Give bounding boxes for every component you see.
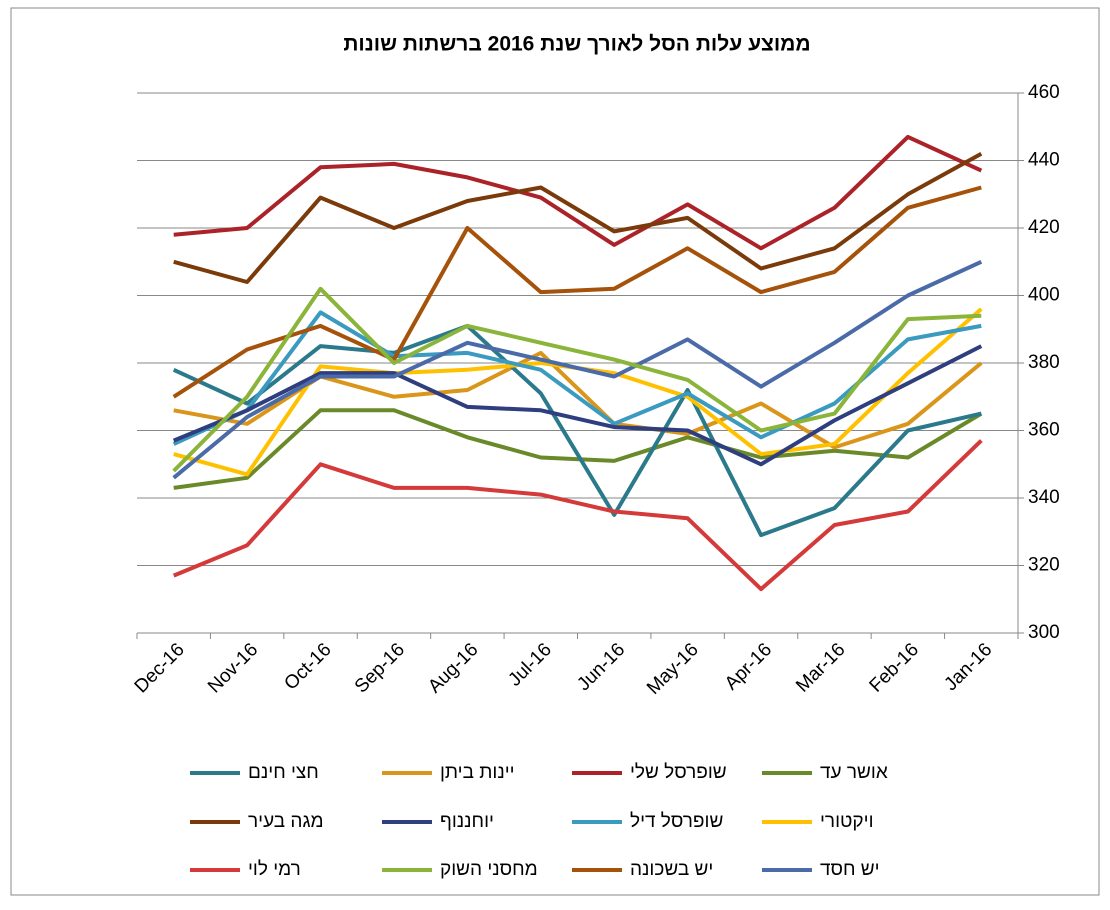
series-line (172, 259, 983, 480)
legend-label: יש חסד (820, 859, 880, 880)
legend-label: רמי לוי (248, 859, 301, 880)
legend-label: שופרסל דיל (630, 811, 723, 832)
y-tick-label: 340 (1028, 487, 1060, 508)
y-tick-label: 320 (1028, 555, 1060, 576)
legend-label: חצי חינם (248, 762, 319, 783)
legend-label: שופרסל שלי (630, 762, 727, 783)
y-tick-label: 440 (1028, 150, 1060, 171)
y-tick-label: 360 (1028, 420, 1060, 441)
legend-label: יש בשכונה (630, 859, 713, 880)
legend-label: מגה בעיר (248, 811, 324, 832)
series-line (172, 323, 982, 538)
y-tick-label: 400 (1028, 285, 1060, 306)
y-tick-label: 420 (1028, 217, 1060, 238)
y-tick-label: 380 (1028, 352, 1060, 373)
y-tick-label: 300 (1028, 622, 1060, 643)
series-line (172, 286, 982, 473)
y-tick-label: 460 (1028, 82, 1060, 103)
legend-label: מחסני השוק (440, 859, 538, 880)
legend-label: אושר עד (820, 762, 888, 783)
chart-frame (10, 7, 1100, 896)
series-line (172, 439, 983, 592)
legend-label: ויקטורי (820, 811, 874, 832)
series-line (173, 408, 983, 490)
series-line (173, 134, 983, 251)
chart-title: ממוצע עלות הסל לאורך שנת 2016 ברשתות שונ… (343, 33, 810, 56)
legend-label: יוחננוף (440, 811, 494, 832)
series-line (172, 344, 983, 467)
series-line (173, 152, 983, 284)
series-line (172, 185, 982, 399)
legend-label: יינות ביתן (440, 762, 515, 783)
